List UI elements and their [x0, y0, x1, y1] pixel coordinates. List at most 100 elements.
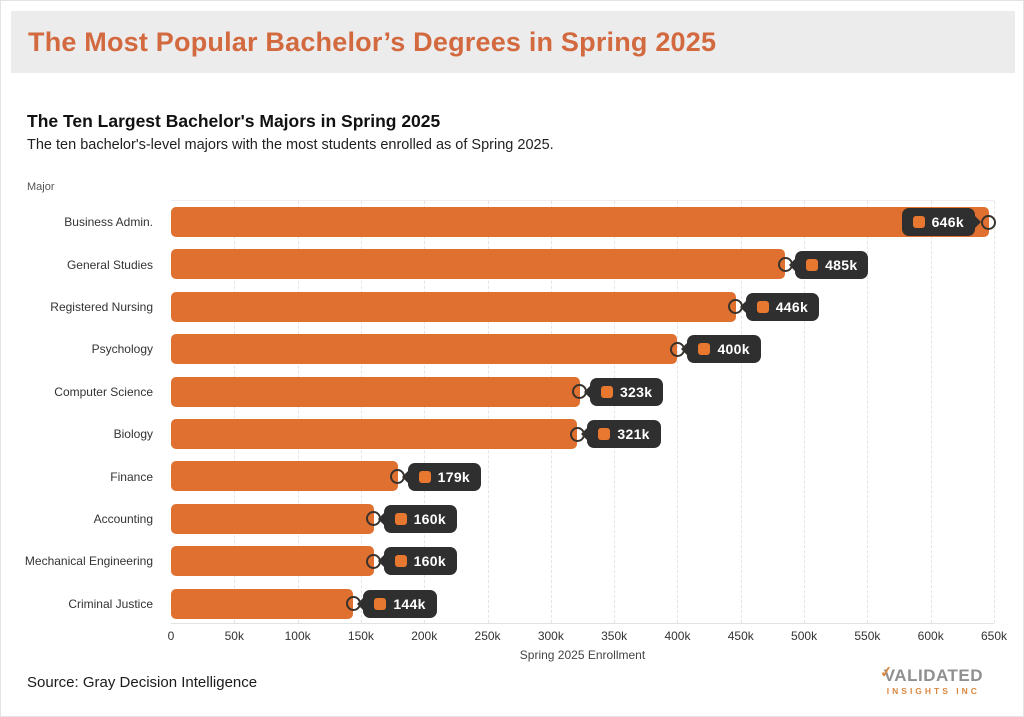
gridline: [550, 201, 552, 623]
x-tick-label: 600k: [917, 629, 944, 643]
category-label: Criminal Justice: [68, 596, 153, 611]
badge-pointer: [789, 257, 797, 272]
source-note: Source: Gray Decision Intelligence: [27, 674, 258, 691]
bar-row: Psychology 400k: [92, 328, 994, 370]
gridline: [677, 201, 679, 623]
value-badge: 321k: [581, 420, 661, 449]
bar: [171, 249, 786, 280]
bar-end-marker: [669, 341, 685, 357]
category-label: Registered Nursing: [50, 299, 153, 314]
badge-chip-icon: [912, 216, 925, 229]
x-axis-title: Spring 2025 Enrollment: [519, 648, 646, 662]
badge-pointer: [377, 511, 385, 526]
x-tick-label: 650k: [980, 629, 1008, 643]
category-label: Psychology: [91, 342, 153, 357]
validated-insights-logo: ✓ VALIDATED INSIGHTS INC: [879, 663, 983, 696]
x-tick-label: 200k: [411, 629, 438, 643]
category-label: General Studies: [66, 257, 153, 272]
value-label: 485k: [825, 256, 858, 273]
bar: [171, 461, 398, 492]
x-tick-label: 150k: [347, 629, 374, 643]
x-tick-label: 450k: [727, 629, 754, 643]
x-tick-label: 0: [167, 629, 175, 643]
chart-title: The Ten Largest Bachelor's Majors in Spr…: [27, 111, 441, 131]
badge-pointer: [377, 554, 385, 569]
value-badge: 485k: [789, 250, 869, 279]
value-label: 160k: [413, 553, 446, 570]
bar-end-marker: [366, 553, 382, 569]
value-badge: 179k: [401, 462, 481, 491]
gridline: [360, 201, 362, 623]
value-label: 646k: [931, 214, 964, 231]
bar-row: Biology 321k: [114, 413, 994, 455]
value-badge: 446k: [739, 292, 820, 321]
x-tick-label: 100k: [284, 629, 311, 643]
badge-pointer: [583, 384, 591, 399]
bar-end-marker: [777, 257, 793, 273]
badge-pointer: [739, 299, 747, 314]
bar: [171, 376, 580, 407]
check-icon: ✓: [878, 663, 894, 682]
bar-end-marker: [345, 596, 361, 612]
x-tick-label: 50k: [224, 629, 244, 643]
value-label: 144k: [393, 595, 426, 612]
badge-pointer: [581, 427, 589, 442]
badge-chip-icon: [806, 258, 819, 271]
bar-row: Accounting 160k: [94, 498, 994, 540]
bar-row: Business Admin. 646k: [64, 201, 997, 243]
x-tick-label: 300k: [537, 629, 564, 643]
logo-line1: VALIDATED: [883, 666, 983, 685]
x-tick-label: 350k: [601, 629, 628, 643]
category-label: Finance: [110, 469, 153, 484]
value-label: 160k: [413, 510, 446, 527]
bar: [171, 503, 374, 534]
gridline: [487, 201, 489, 623]
badge-chip-icon: [600, 385, 613, 398]
category-label: Mechanical Engineering: [24, 554, 153, 569]
badge-pointer: [681, 342, 689, 357]
bar-row: Finance 179k: [110, 455, 994, 497]
bar: [171, 207, 989, 237]
category-label: Biology: [113, 427, 153, 442]
x-tick-label: 400k: [664, 629, 691, 643]
gridline: [297, 201, 299, 623]
category-label: Business Admin.: [64, 215, 153, 230]
logo-line2: INSIGHTS INC: [886, 686, 980, 696]
bar: [171, 334, 678, 365]
bar: [171, 588, 354, 619]
badge-chip-icon: [394, 512, 407, 525]
gridline: [867, 201, 869, 623]
bar: [171, 546, 374, 577]
value-badge: 323k: [583, 377, 664, 406]
bar-row: General Studies 485k: [67, 243, 994, 285]
value-label: 323k: [619, 383, 653, 400]
gridline: [740, 201, 742, 623]
bar-row: Computer Science 323k: [54, 371, 994, 413]
x-tick-label: 250k: [474, 629, 501, 643]
page-title: The Most Popular Bachelor’s Degrees in S…: [28, 26, 717, 57]
value-label: 400k: [717, 341, 750, 358]
value-label: 446k: [775, 298, 809, 315]
value-label: 179k: [437, 468, 470, 485]
logo-wordmark: ✓ VALIDATED: [879, 663, 983, 686]
category-label: Accounting: [93, 511, 153, 526]
badge-pointer: [357, 596, 365, 611]
badge-chip-icon: [374, 597, 387, 610]
bar: [171, 419, 578, 449]
bar-end-marker: [390, 469, 406, 485]
badge-chip-icon: [394, 555, 407, 568]
category-label: Computer Science: [54, 384, 153, 399]
x-tick-label: 550k: [854, 629, 881, 643]
bar-row: Mechanical Engineering 160k: [25, 540, 994, 582]
badge-pointer: [401, 469, 409, 484]
bar-end-marker: [981, 214, 997, 230]
gridline: [234, 201, 236, 623]
bar-end-marker: [728, 299, 744, 315]
badge-chip-icon: [418, 470, 431, 483]
value-badge: 646k: [901, 208, 981, 237]
badge-chip-icon: [598, 428, 611, 441]
badge-chip-icon: [698, 343, 711, 356]
bar-end-marker: [569, 426, 585, 442]
bar-row: Registered Nursing 446k: [50, 286, 994, 328]
